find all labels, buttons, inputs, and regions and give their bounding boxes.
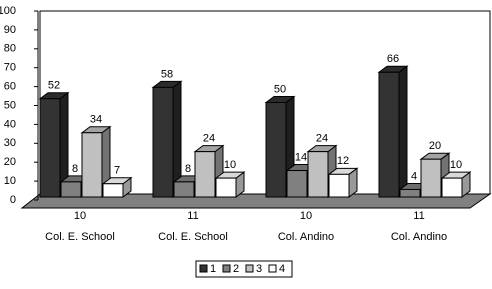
- legend-box: [195, 260, 293, 278]
- value-label: 50: [274, 83, 286, 95]
- bar: [420, 158, 442, 198]
- legend-swatch: [222, 264, 231, 273]
- y-tick-label: 80: [4, 43, 16, 55]
- legend-swatch: [268, 264, 277, 273]
- bar-side: [398, 65, 408, 198]
- x-tick-label: 11: [187, 210, 198, 222]
- legend-label: 4: [279, 263, 285, 275]
- floor: [20, 193, 492, 209]
- value-label: 34: [90, 114, 102, 126]
- value-label: 52: [48, 80, 60, 92]
- bar: [215, 177, 237, 198]
- value-label: 8: [72, 163, 78, 175]
- value-label: 10: [224, 159, 236, 171]
- value-label: 14: [295, 151, 307, 163]
- y-tick-label: 90: [4, 24, 16, 36]
- bar: [102, 183, 124, 198]
- value-label: 4: [411, 170, 417, 182]
- x-group-label: Col. Andino: [278, 231, 334, 243]
- y-tick-label: 40: [4, 118, 16, 130]
- value-label: 58: [161, 68, 173, 80]
- bar: [60, 181, 82, 198]
- legend-label: 1: [210, 263, 216, 275]
- bar: [81, 132, 103, 198]
- x-group-label: Col. E. School: [158, 231, 228, 243]
- legend-swatch: [245, 264, 254, 273]
- value-label: 66: [387, 53, 399, 65]
- y-tick-label: 10: [4, 175, 16, 187]
- value-label: 24: [203, 133, 215, 145]
- value-label: 7: [114, 165, 120, 177]
- y-tick-label: 30: [4, 137, 16, 149]
- bar: [328, 173, 350, 198]
- x-group-label: Col. Andino: [391, 231, 447, 243]
- y-tick-label: 60: [4, 81, 16, 93]
- y-tick-label: 70: [4, 62, 16, 74]
- y-tick-label: 0: [10, 194, 16, 206]
- value-label: 20: [429, 140, 441, 152]
- bar: [307, 151, 329, 198]
- value-label: 10: [450, 159, 462, 171]
- value-label: 12: [337, 155, 349, 167]
- bar: [152, 86, 174, 198]
- y-tick-label: 50: [4, 99, 16, 111]
- bar: [286, 170, 308, 198]
- x-tick-label: 10: [300, 210, 312, 222]
- x-group-label: Col. E. School: [45, 231, 115, 243]
- bar: [173, 181, 195, 198]
- bar: [39, 98, 61, 198]
- bar: [441, 177, 463, 198]
- x-tick-label: 10: [74, 210, 86, 222]
- x-tick-label: 11: [413, 210, 424, 222]
- legend-swatch: [199, 264, 208, 273]
- y-tick-label: 20: [4, 156, 16, 168]
- bar: [378, 71, 400, 198]
- y-tick-label: 100: [0, 5, 16, 17]
- bar: [265, 102, 287, 198]
- bar: [399, 188, 421, 198]
- legend-label: 3: [256, 263, 262, 275]
- bar: [194, 151, 216, 198]
- value-label: 8: [185, 163, 191, 175]
- legend-label: 2: [233, 263, 239, 275]
- value-label: 24: [316, 133, 328, 145]
